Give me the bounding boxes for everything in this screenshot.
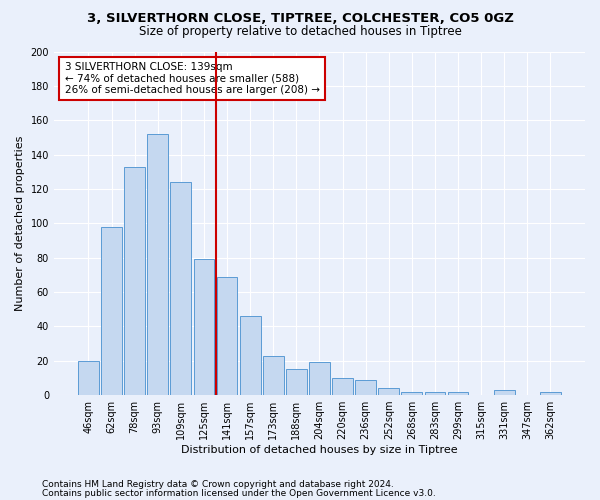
Bar	[355, 380, 376, 395]
Bar	[448, 392, 469, 395]
Bar	[401, 392, 422, 395]
Bar	[101, 226, 122, 395]
Text: Contains public sector information licensed under the Open Government Licence v3: Contains public sector information licen…	[42, 488, 436, 498]
Bar	[494, 390, 515, 395]
X-axis label: Distribution of detached houses by size in Tiptree: Distribution of detached houses by size …	[181, 445, 458, 455]
Y-axis label: Number of detached properties: Number of detached properties	[15, 136, 25, 311]
Bar	[425, 392, 445, 395]
Bar	[309, 362, 330, 395]
Bar	[78, 360, 99, 395]
Text: 3, SILVERTHORN CLOSE, TIPTREE, COLCHESTER, CO5 0GZ: 3, SILVERTHORN CLOSE, TIPTREE, COLCHESTE…	[86, 12, 514, 26]
Bar	[332, 378, 353, 395]
Bar	[379, 388, 399, 395]
Bar	[217, 276, 238, 395]
Bar	[240, 316, 260, 395]
Bar	[194, 260, 214, 395]
Text: 3 SILVERTHORN CLOSE: 139sqm
← 74% of detached houses are smaller (588)
26% of se: 3 SILVERTHORN CLOSE: 139sqm ← 74% of det…	[65, 62, 320, 95]
Text: Size of property relative to detached houses in Tiptree: Size of property relative to detached ho…	[139, 25, 461, 38]
Text: Contains HM Land Registry data © Crown copyright and database right 2024.: Contains HM Land Registry data © Crown c…	[42, 480, 394, 489]
Bar	[540, 392, 561, 395]
Bar	[286, 370, 307, 395]
Bar	[170, 182, 191, 395]
Bar	[124, 166, 145, 395]
Bar	[263, 356, 284, 395]
Bar	[148, 134, 168, 395]
